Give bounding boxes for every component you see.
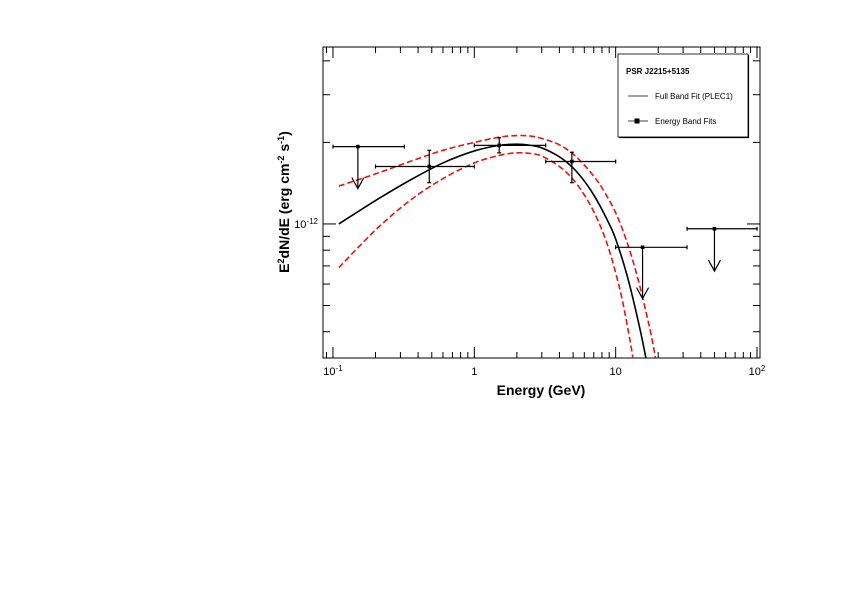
x-tick-label-exp: 2 <box>761 364 766 373</box>
legend-item-full-band-fit: Full Band Fit (PLEC1) <box>655 92 733 101</box>
lower-band-curve <box>338 151 634 358</box>
y-axis-title-mid: dN/dE (erg cm <box>276 164 292 259</box>
x-tick-label-base: 10 <box>749 366 761 378</box>
data-point <box>497 143 502 148</box>
legend: PSR J2215+5135 Full Band Fit (PLEC1) Ene… <box>617 53 750 139</box>
full-band-fit-plec1-curve <box>338 143 647 358</box>
upper-band-curve <box>338 134 657 358</box>
y-axis-title-sup3: -1 <box>276 136 286 144</box>
y-axis-title-mid2: s <box>276 144 292 156</box>
x-tick-label: 10 <box>610 366 622 378</box>
y-axis-title-sup2: -2 <box>276 156 286 164</box>
upper-limit-arrow-head <box>351 177 365 190</box>
data-point <box>427 164 432 169</box>
data-points <box>332 137 758 300</box>
x-axis-title: Energy (GeV) <box>497 382 586 398</box>
legend-item-energy-band-fits: Energy Band Fits <box>655 117 716 126</box>
legend-title: PSR J2215+5135 <box>626 67 690 76</box>
x-tick-label: 1 <box>471 366 477 378</box>
y-tick-label-base: 10 <box>294 219 306 231</box>
upper-limit-arrow-head <box>636 287 650 300</box>
upper-limit-marker <box>712 226 717 231</box>
x-tick-label-base: 1 <box>471 366 477 378</box>
y-axis-title: E2dN/dE (erg cm-2 s-1) <box>276 131 292 273</box>
y-tick-label-exp: -12 <box>306 216 318 225</box>
y-axis-title-sup1: 2 <box>276 258 286 263</box>
fit-curves <box>338 134 657 358</box>
upper-limit-marker <box>640 245 645 250</box>
y-axis <box>323 60 760 333</box>
x-tick-label-base: 10 <box>323 366 335 378</box>
x-tick-label: 10-1 <box>323 364 343 379</box>
upper-limit-arrow-head <box>707 259 721 273</box>
x-tick-label-base: 10 <box>610 366 622 378</box>
y-tick-label: 10-12 <box>294 216 318 231</box>
legend-marker-swatch <box>634 118 640 124</box>
legend-box <box>617 53 749 138</box>
x-tick-label: 102 <box>749 364 766 379</box>
y-axis-title-end: ) <box>276 131 292 136</box>
data-point <box>570 159 574 164</box>
y-axis-title-base: E <box>276 263 292 272</box>
upper-limit-marker <box>356 144 360 149</box>
x-tick-label-exp: -1 <box>336 364 344 373</box>
x-axis <box>326 47 758 358</box>
